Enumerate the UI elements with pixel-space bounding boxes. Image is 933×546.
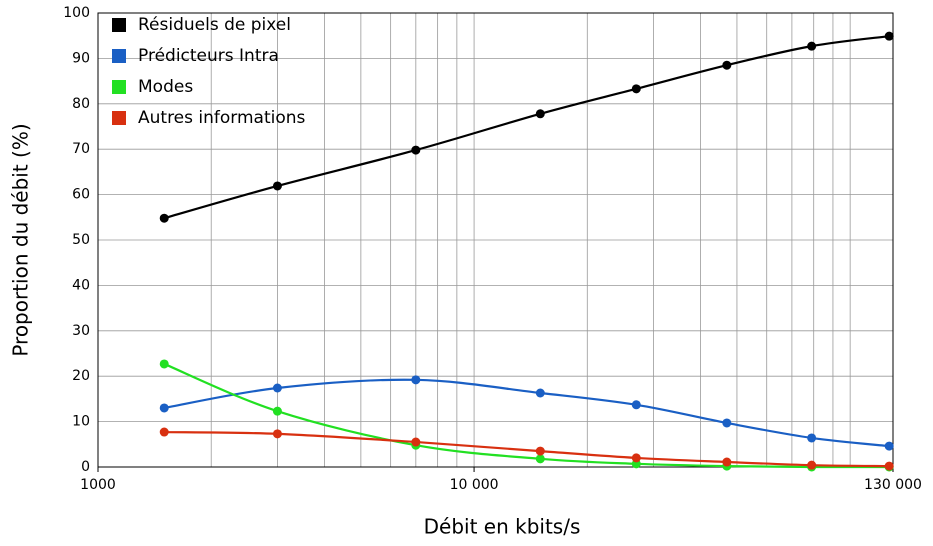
y-tick-label: 70 — [72, 141, 90, 157]
legend-label: Résiduels de pixel — [138, 15, 291, 35]
y-axis-title: Proportion du débit (%) — [9, 123, 33, 356]
data-point — [159, 403, 169, 413]
data-point — [411, 437, 421, 447]
data-point — [535, 109, 545, 119]
x-tick-label: 1000 — [80, 477, 116, 493]
data-point — [807, 433, 817, 443]
y-tick-label: 60 — [72, 187, 90, 203]
x-tick-label: 10 000 — [450, 477, 499, 493]
data-point — [722, 457, 732, 467]
legend-label: Modes — [138, 77, 193, 97]
data-point — [884, 461, 894, 471]
data-point — [807, 41, 817, 51]
data-point — [807, 460, 817, 470]
x-axis-title: Débit en kbits/s — [424, 515, 581, 539]
y-tick-label: 20 — [72, 368, 90, 384]
y-tick-label: 0 — [81, 459, 90, 475]
legend-label: Autres informations — [138, 108, 306, 128]
legend-swatch — [112, 80, 126, 94]
data-point — [631, 453, 641, 463]
data-point — [884, 31, 894, 41]
legend-swatch — [112, 49, 126, 63]
data-point — [159, 213, 169, 223]
series-line — [164, 430, 890, 468]
y-tick-label: 90 — [72, 50, 90, 66]
series-line — [164, 378, 890, 448]
y-tick-label: 80 — [72, 96, 90, 112]
y-tick-label: 40 — [72, 277, 90, 293]
series-line — [163, 35, 890, 220]
data-point — [159, 359, 169, 369]
data-point — [884, 441, 894, 451]
legend-swatch — [112, 111, 126, 125]
y-tick-label: 10 — [72, 414, 90, 430]
y-tick-label: 30 — [72, 323, 90, 339]
data-point — [272, 429, 282, 439]
legend-label: Prédicteurs Intra — [138, 46, 279, 66]
data-point — [272, 181, 282, 191]
y-tick-label: 100 — [63, 5, 90, 21]
legend-swatch — [112, 18, 126, 32]
data-point — [535, 454, 545, 464]
data-point — [272, 406, 282, 416]
data-point — [631, 84, 641, 94]
data-point — [535, 446, 545, 456]
data-point — [411, 145, 421, 155]
series-line — [163, 362, 890, 469]
data-point — [272, 383, 282, 393]
data-point — [722, 60, 732, 70]
data-point — [159, 427, 169, 437]
x-tick-label: 130 000 — [864, 477, 922, 493]
plot-frame — [97, 12, 894, 468]
data-point — [411, 375, 421, 385]
data-point — [535, 388, 545, 398]
data-point — [631, 400, 641, 410]
data-point — [722, 418, 732, 428]
y-tick-label: 50 — [72, 232, 90, 248]
